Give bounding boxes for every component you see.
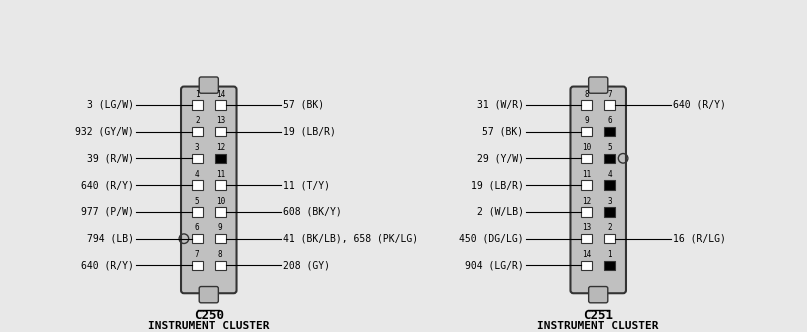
Text: 2: 2	[195, 116, 199, 125]
Bar	[191, 261, 203, 270]
Text: 3: 3	[608, 197, 612, 206]
Text: 41 (BK/LB), 658 (PK/LG): 41 (BK/LB), 658 (PK/LG)	[283, 234, 419, 244]
Text: 7: 7	[195, 250, 199, 259]
Text: 5: 5	[195, 197, 199, 206]
Text: 11 (T/Y): 11 (T/Y)	[283, 180, 330, 190]
FancyBboxPatch shape	[571, 87, 626, 293]
Text: 10: 10	[215, 197, 225, 206]
Bar	[215, 207, 226, 217]
Text: 13: 13	[582, 223, 592, 232]
Text: 1: 1	[608, 250, 612, 259]
FancyBboxPatch shape	[588, 77, 608, 93]
Text: 11: 11	[215, 170, 225, 179]
Bar	[604, 100, 616, 110]
Bar	[215, 153, 226, 163]
Bar	[191, 180, 203, 190]
Text: 4: 4	[195, 170, 199, 179]
Text: 3 (LG/W): 3 (LG/W)	[87, 100, 134, 110]
Bar	[215, 127, 226, 136]
Text: 39 (R/W): 39 (R/W)	[87, 153, 134, 163]
Text: C250: C250	[194, 308, 224, 322]
Text: INSTRUMENT CLUSTER: INSTRUMENT CLUSTER	[148, 321, 270, 331]
Text: 9: 9	[584, 116, 589, 125]
Text: 12: 12	[215, 143, 225, 152]
Text: 31 (W/R): 31 (W/R)	[477, 100, 524, 110]
Text: 14: 14	[215, 90, 225, 99]
Text: 11: 11	[582, 170, 592, 179]
Text: 932 (GY/W): 932 (GY/W)	[75, 126, 134, 136]
Bar	[581, 234, 592, 243]
Text: 57 (BK): 57 (BK)	[283, 100, 324, 110]
Text: 12: 12	[582, 197, 592, 206]
Bar	[604, 127, 616, 136]
Text: 640 (R/Y): 640 (R/Y)	[673, 100, 725, 110]
Bar	[581, 100, 592, 110]
Text: 57 (BK): 57 (BK)	[483, 126, 524, 136]
Bar	[215, 100, 226, 110]
Text: 450 (DG/LG): 450 (DG/LG)	[459, 234, 524, 244]
Bar	[604, 207, 616, 217]
Text: 4: 4	[608, 170, 612, 179]
Text: 14: 14	[582, 250, 592, 259]
Text: 13: 13	[215, 116, 225, 125]
Bar	[191, 234, 203, 243]
Text: INSTRUMENT CLUSTER: INSTRUMENT CLUSTER	[537, 321, 659, 331]
Bar	[191, 207, 203, 217]
Text: 7: 7	[608, 90, 612, 99]
Bar	[604, 234, 616, 243]
Text: 904 (LG/R): 904 (LG/R)	[465, 261, 524, 271]
FancyBboxPatch shape	[199, 287, 219, 303]
Text: 640 (R/Y): 640 (R/Y)	[82, 180, 134, 190]
Bar	[604, 153, 616, 163]
Text: 8: 8	[584, 90, 589, 99]
Bar	[604, 261, 616, 270]
Bar	[215, 261, 226, 270]
Text: 9: 9	[218, 223, 223, 232]
Bar	[581, 180, 592, 190]
Text: 6: 6	[195, 223, 199, 232]
Bar	[215, 180, 226, 190]
Text: 208 (GY): 208 (GY)	[283, 261, 330, 271]
Text: 16 (R/LG): 16 (R/LG)	[673, 234, 725, 244]
Bar	[191, 153, 203, 163]
Text: 19 (LB/R): 19 (LB/R)	[283, 126, 337, 136]
FancyBboxPatch shape	[181, 87, 236, 293]
Text: C251: C251	[583, 308, 613, 322]
Text: 608 (BK/Y): 608 (BK/Y)	[283, 207, 342, 217]
Bar	[581, 153, 592, 163]
Text: 19 (LB/R): 19 (LB/R)	[470, 180, 524, 190]
Text: 10: 10	[582, 143, 592, 152]
Text: 8: 8	[218, 250, 223, 259]
Bar	[191, 127, 203, 136]
Text: 6: 6	[608, 116, 612, 125]
Text: 5: 5	[608, 143, 612, 152]
FancyBboxPatch shape	[199, 77, 219, 93]
FancyBboxPatch shape	[588, 287, 608, 303]
Text: 1: 1	[195, 90, 199, 99]
Text: 29 (Y/W): 29 (Y/W)	[477, 153, 524, 163]
Text: 2: 2	[608, 223, 612, 232]
Bar	[581, 127, 592, 136]
Text: 3: 3	[195, 143, 199, 152]
Bar	[581, 261, 592, 270]
Text: 640 (R/Y): 640 (R/Y)	[82, 261, 134, 271]
Bar	[604, 180, 616, 190]
Bar	[581, 207, 592, 217]
Bar	[215, 234, 226, 243]
Text: 794 (LB): 794 (LB)	[87, 234, 134, 244]
Text: 2 (W/LB): 2 (W/LB)	[477, 207, 524, 217]
Bar	[191, 100, 203, 110]
Text: 977 (P/W): 977 (P/W)	[82, 207, 134, 217]
